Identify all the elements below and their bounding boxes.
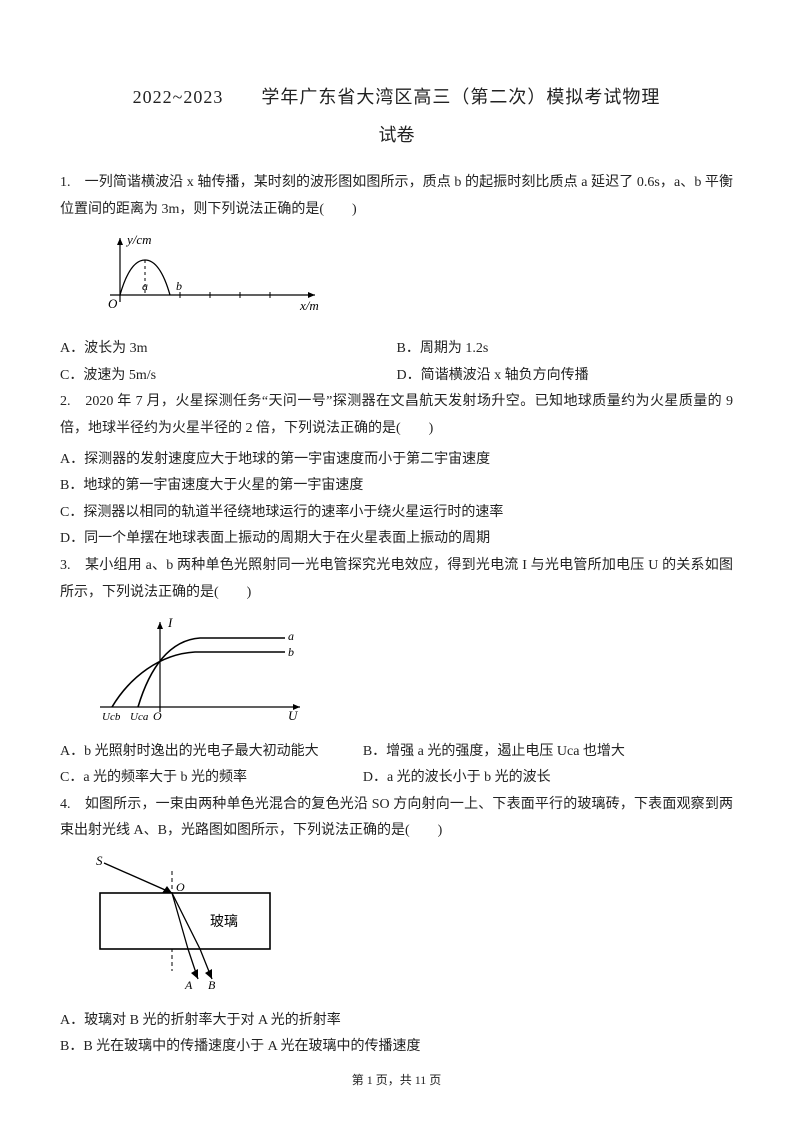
q3-diagram: I U O Ucb Uca a b: [90, 612, 733, 733]
q1-origin: O: [108, 296, 118, 311]
q3-curve-a: a: [288, 629, 294, 643]
q4-label-o: O: [176, 880, 185, 894]
q3-opt-b: B．增强 a 光的强度，遏止电压 Uca 也增大: [363, 739, 733, 766]
q4-opt-a: A．玻璃对 B 光的折射率大于对 A 光的折射率: [60, 1008, 733, 1035]
q4-glass-label: 玻璃: [210, 913, 238, 930]
q1-opt-c: C．波速为 5m/s: [60, 363, 397, 390]
exam-page: 2022~2023 学年广东省大湾区高三（第二次）模拟考试物理 试卷 1. 一列…: [0, 0, 793, 1122]
q4-label-s: S: [96, 853, 103, 868]
q1-opt-b: B．周期为 1.2s: [397, 336, 734, 363]
page-title-line1: 2022~2023 学年广东省大湾区高三（第二次）模拟考试物理: [60, 80, 733, 114]
q3-opt-a: A．b 光照射时逸出的光电子最大初动能大: [60, 739, 363, 766]
page-footer: 第 1 页，共 11 页: [0, 1069, 793, 1092]
q1-opt-d: D．简谐横波沿 x 轴负方向传播: [397, 363, 734, 390]
q1-options: A．波长为 3m B．周期为 1.2s C．波速为 5m/s D．简谐横波沿 x…: [60, 336, 733, 389]
q2-opt-a: A．探测器的发射速度应大于地球的第一宇宙速度而小于第二宇宙速度: [60, 447, 733, 474]
q1-stem: 1. 一列简谐横波沿 x 轴传播，某时刻的波形图如图所示，质点 b 的起振时刻比…: [60, 170, 733, 223]
q3-opt-d: D．a 光的波长小于 b 光的波长: [363, 765, 733, 792]
q4-opt-b: B．B 光在玻璃中的传播速度小于 A 光在玻璃中的传播速度: [60, 1034, 733, 1061]
q4-label-b: B: [208, 978, 216, 991]
q4-glass-svg: S O 玻璃 A B: [90, 851, 300, 991]
q3-ucb: Ucb: [102, 711, 121, 722]
q2-opt-c: C．探测器以相同的轨道半径绕地球运行的速率小于绕火星运行时的速率: [60, 500, 733, 527]
q3-opt-c: C．a 光的频率大于 b 光的频率: [60, 765, 363, 792]
q4-stem: 4. 如图所示，一束由两种单色光混合的复色光沿 SO 方向射向一上、下表面平行的…: [60, 792, 733, 845]
q3-ylabel: I: [167, 615, 173, 630]
q2-stem: 2. 2020 年 7 月，火星探测任务“天问一号”探测器在文昌航天发射场升空。…: [60, 389, 733, 442]
q1-ylabel: y/cm: [125, 232, 152, 247]
q3-stem: 3. 某小组用 a、b 两种单色光照射同一光电管探究光电效应，得到光电流 I 与…: [60, 553, 733, 606]
q3-curve-b: b: [288, 645, 294, 659]
q2-opt-b: B．地球的第一宇宙速度大于火星的第一宇宙速度: [60, 473, 733, 500]
q2-options: A．探测器的发射速度应大于地球的第一宇宙速度而小于第二宇宙速度 B．地球的第一宇…: [60, 447, 733, 553]
q1-point-a: a: [142, 279, 148, 293]
q3-xlabel: U: [288, 708, 299, 722]
q1-wave-svg: y/cm x/m O a b: [90, 230, 330, 320]
q3-options: A．b 光照射时逸出的光电子最大初动能大 B．增强 a 光的强度，遏止电压 Uc…: [60, 739, 733, 792]
q1-diagram: y/cm x/m O a b: [90, 230, 733, 331]
q4-options: A．玻璃对 B 光的折射率大于对 A 光的折射率 B．B 光在玻璃中的传播速度小…: [60, 1008, 733, 1061]
q1-opt-a: A．波长为 3m: [60, 336, 397, 363]
q2-opt-d: D．同一个单摆在地球表面上振动的周期大于在火星表面上振动的周期: [60, 526, 733, 553]
q3-uca: Uca: [130, 711, 149, 722]
q4-diagram: S O 玻璃 A B: [90, 851, 733, 1002]
q4-label-a: A: [184, 978, 193, 991]
q1-xlabel: x/m: [299, 298, 319, 313]
q3-iu-svg: I U O Ucb Uca a b: [90, 612, 310, 722]
q3-origin: O: [153, 709, 162, 722]
page-title-line2: 试卷: [60, 118, 733, 152]
q1-point-b: b: [176, 279, 182, 293]
